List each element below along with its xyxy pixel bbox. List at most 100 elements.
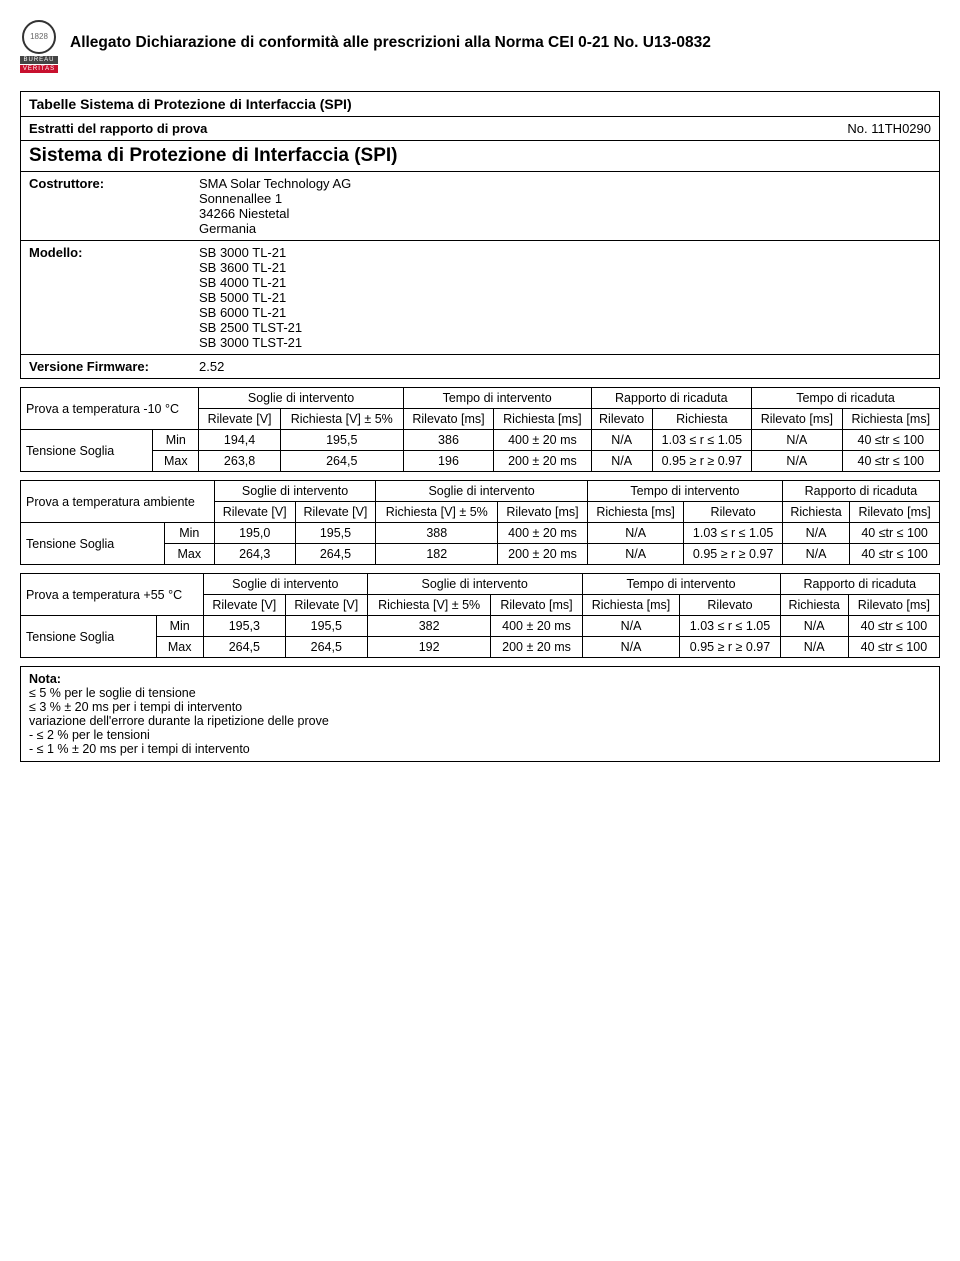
t2-r2-6: N/A [782, 544, 849, 565]
t3-min: Min [156, 616, 203, 637]
t3-r2-3: 200 ± 20 ms [491, 637, 582, 658]
t3-sub4: Rilevato [ms] [491, 595, 582, 616]
t3-sub7: Richiesta [780, 595, 848, 616]
t2-r2-3: 200 ± 20 ms [498, 544, 588, 565]
t1-r2-6: N/A [752, 451, 843, 472]
document-title: Allegato Dichiarazione di conformità all… [70, 20, 711, 52]
t1-r1-3: 400 ± 20 ms [494, 430, 591, 451]
modello-value: SB 3000 TL-21SB 3600 TL-21SB 4000 TL-21S… [191, 241, 939, 354]
modello-line: SB 3600 TL-21 [199, 260, 931, 275]
t1-tensione: Tensione Soglia [21, 430, 153, 472]
firmware-value: 2.52 [191, 355, 939, 378]
t1-prova: Prova a temperatura -10 °C [21, 388, 199, 430]
t2-h-rapporto: Rapporto di ricaduta [782, 481, 939, 502]
t1-h-tempo-ricaduta: Tempo di ricaduta [752, 388, 940, 409]
costruttore-line: 34266 Niestetal [199, 206, 931, 221]
t2-h-tempo: Tempo di intervento [587, 481, 782, 502]
t2-sub5: Richiesta [ms] [587, 502, 683, 523]
nota-line: - ≤ 2 % per le tensioni [29, 728, 931, 742]
nota-line: - ≤ 1 % ± 20 ms per i tempi di intervent… [29, 742, 931, 756]
t1-r2-0: 263,8 [199, 451, 280, 472]
t1-r2-3: 200 ± 20 ms [494, 451, 591, 472]
nota-line: variazione dell'errore durante la ripeti… [29, 714, 931, 728]
table-minus10: Prova a temperatura -10 °C Soglie di int… [20, 387, 940, 472]
modello-line: SB 3000 TL-21 [199, 245, 931, 260]
t1-r1-4: N/A [591, 430, 652, 451]
t2-r2-2: 182 [376, 544, 498, 565]
bureau-veritas-logo: 1828 BUREAU VERITAS [20, 20, 58, 73]
t2-sub6: Rilevato [684, 502, 783, 523]
t2-sub7: Richiesta [782, 502, 849, 523]
t3-prova: Prova a temperatura +55 °C [21, 574, 204, 616]
t1-sub8: Richiesta [ms] [842, 409, 939, 430]
table-plus55: Prova a temperatura +55 °C Soglie di int… [20, 573, 940, 658]
t3-r2-5: 0.95 ≥ r ≥ 0.97 [680, 637, 780, 658]
t1-r1-0: 194,4 [199, 430, 280, 451]
modello-label: Modello: [21, 241, 191, 354]
t2-r2-4: N/A [587, 544, 683, 565]
t3-sub6: Rilevato [680, 595, 780, 616]
t3-r1-7: 40 ≤tr ≤ 100 [848, 616, 939, 637]
t3-h-rapporto: Rapporto di ricaduta [780, 574, 939, 595]
t3-r2-1: 264,5 [285, 637, 367, 658]
nota-title: Nota: [29, 672, 61, 686]
nota-lines: ≤ 5 % per le soglie di tensione≤ 3 % ± 2… [29, 686, 931, 756]
t1-r1-1: 195,5 [280, 430, 403, 451]
t3-sub8: Rilevato [ms] [848, 595, 939, 616]
t1-r1-2: 386 [403, 430, 494, 451]
t3-h-tempo: Tempo di intervento [582, 574, 780, 595]
modello-line: SB 5000 TL-21 [199, 290, 931, 305]
t2-h-soglie1: Soglie di intervento [214, 481, 376, 502]
nota-box: Nota: ≤ 5 % per le soglie di tensione≤ 3… [20, 666, 940, 762]
t1-r2-5: 0.95 ≥ r ≥ 0.97 [652, 451, 751, 472]
t1-r1-5: 1.03 ≤ r ≤ 1.05 [652, 430, 751, 451]
t1-min: Min [153, 430, 199, 451]
t1-sub6: Richiesta [652, 409, 751, 430]
t1-sub2: Richiesta [V] ± 5% [280, 409, 403, 430]
t2-h-soglie2: Soglie di intervento [376, 481, 588, 502]
t3-r2-2: 192 [367, 637, 491, 658]
t1-r2-2: 196 [403, 451, 494, 472]
t2-r1-2: 388 [376, 523, 498, 544]
t2-r1-6: N/A [782, 523, 849, 544]
t3-tensione: Tensione Soglia [21, 616, 157, 658]
t3-r1-3: 400 ± 20 ms [491, 616, 582, 637]
t3-sub3: Richiesta [V] ± 5% [367, 595, 491, 616]
t1-max: Max [153, 451, 199, 472]
t3-r1-2: 382 [367, 616, 491, 637]
modello-line: SB 6000 TL-21 [199, 305, 931, 320]
modello-line: SB 3000 TLST-21 [199, 335, 931, 350]
t3-max: Max [156, 637, 203, 658]
costruttore-value: SMA Solar Technology AGSonnenallee 13426… [191, 172, 939, 240]
t2-r2-0: 264,3 [214, 544, 295, 565]
t3-r1-4: N/A [582, 616, 680, 637]
t3-r1-6: N/A [780, 616, 848, 637]
table-ambiente: Prova a temperatura ambiente Soglie di i… [20, 480, 940, 565]
t1-sub4: Richiesta [ms] [494, 409, 591, 430]
t3-r2-6: N/A [780, 637, 848, 658]
t2-sub8: Rilevato [ms] [850, 502, 940, 523]
t3-sub5: Richiesta [ms] [582, 595, 680, 616]
sistema-title: Sistema di Protezione di Interfaccia (SP… [21, 141, 406, 171]
info-box: Tabelle Sistema di Protezione di Interfa… [20, 91, 940, 379]
t3-r1-1: 195,5 [285, 616, 367, 637]
costruttore-label: Costruttore: [21, 172, 191, 240]
t2-sub2: Rilevate [V] [295, 502, 376, 523]
costruttore-line: SMA Solar Technology AG [199, 176, 931, 191]
t3-r1-5: 1.03 ≤ r ≤ 1.05 [680, 616, 780, 637]
nota-line: ≤ 3 % ± 20 ms per i tempi di intervento [29, 700, 931, 714]
estratti-label: Estratti del rapporto di prova [29, 121, 207, 136]
t2-r1-3: 400 ± 20 ms [498, 523, 588, 544]
t1-sub5: Rilevato [591, 409, 652, 430]
t2-sub4: Rilevato [ms] [498, 502, 588, 523]
t1-r2-7: 40 ≤tr ≤ 100 [842, 451, 939, 472]
t2-r1-5: 1.03 ≤ r ≤ 1.05 [684, 523, 783, 544]
document-header: 1828 BUREAU VERITAS Allegato Dichiarazio… [20, 20, 940, 73]
logo-emblem-icon: 1828 [22, 20, 56, 54]
t2-r2-1: 264,5 [295, 544, 376, 565]
t2-prova: Prova a temperatura ambiente [21, 481, 215, 523]
t1-sub3: Rilevato [ms] [403, 409, 494, 430]
costruttore-line: Sonnenallee 1 [199, 191, 931, 206]
t2-r1-7: 40 ≤tr ≤ 100 [850, 523, 940, 544]
modello-line: SB 2500 TLST-21 [199, 320, 931, 335]
